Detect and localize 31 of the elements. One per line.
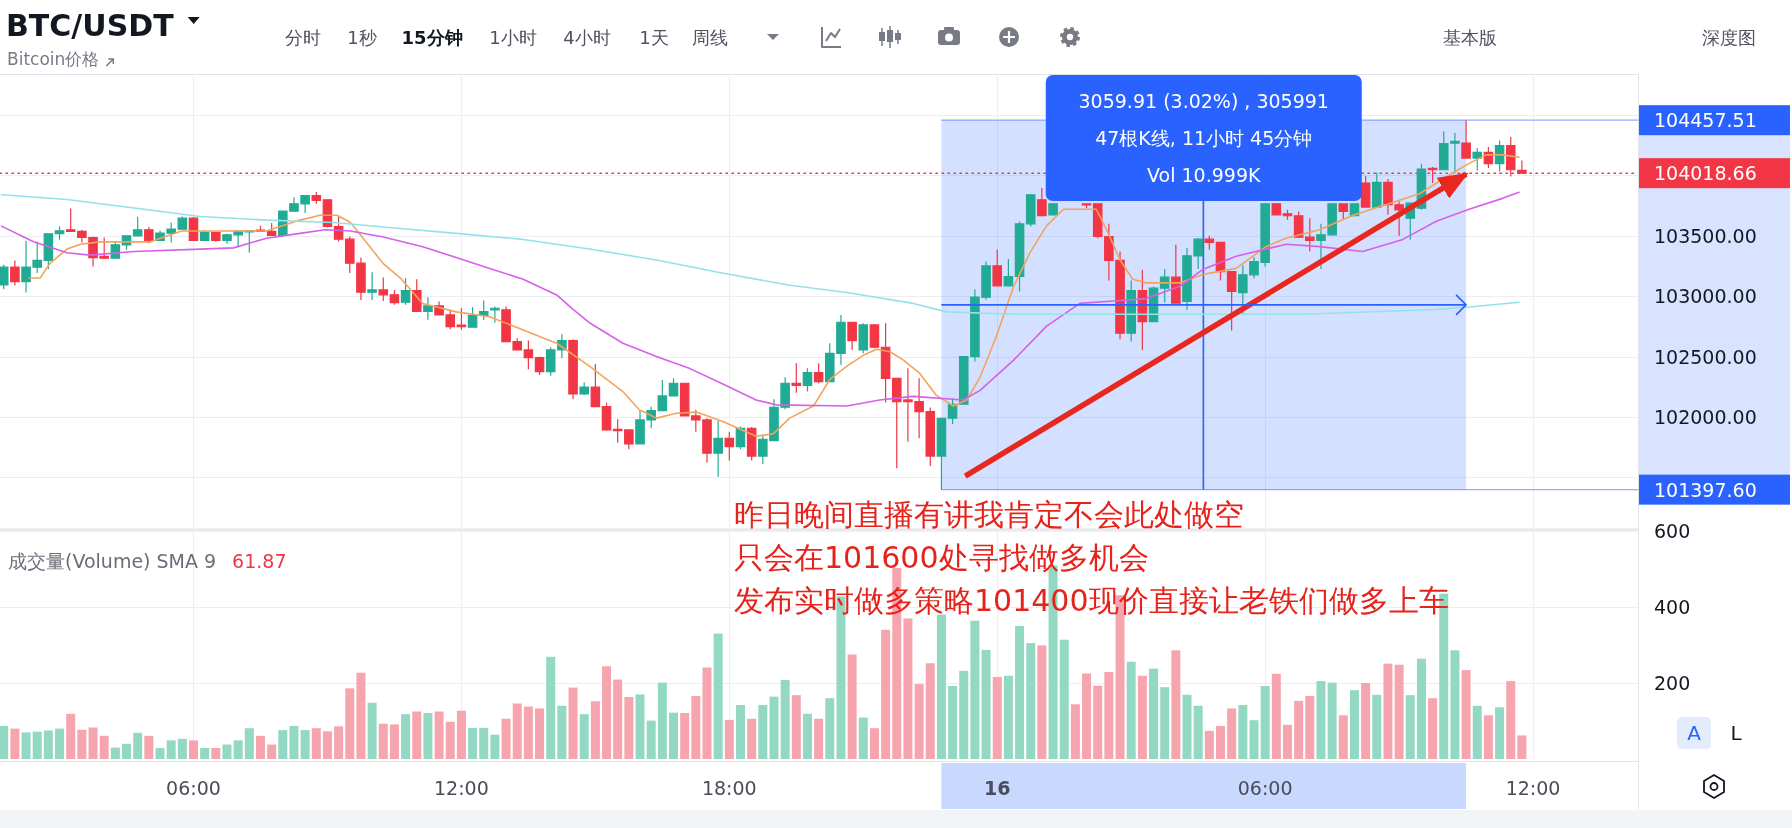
annotation: 61.87 [232,550,287,572]
ref-line-label: 104457.51 [1639,105,1790,136]
y-tick-label: 200 [1654,672,1691,694]
text: L [1730,721,1743,745]
chart-subtitle: Bitcoin价格 [7,49,100,69]
x-tick-label: 12:00 [1505,777,1561,799]
x-tick-label: 16 [984,777,1011,799]
annotation: 47根K线, 11小时 45分钟 [1095,127,1313,149]
annotation: Vol 10.999K [1147,164,1261,186]
commentary: 昨日晚间直播有讲我肯定不会此处做空 只会在101600处寻找做多机会 发布实时做多策略101400现价直接让老铁们做多上车 [734,497,1449,618]
x-tick-label: 06:00 [1237,777,1293,799]
ref-line-label: 101397.60 [1654,478,1757,501]
y-tick-label: 102500.00 [1654,345,1757,368]
x-tick-label: 06:00 [166,777,221,799]
y-tick-label: 102000.00 [1654,405,1757,428]
button-auto: A [1677,717,1711,749]
y-tick-label: 600 [1654,520,1691,542]
annotation: 3059.91 (3.02%) , 305991 [1078,90,1329,112]
ref-line-label: 104457.51 [1654,109,1757,132]
ref-line-label: 104018.66 [1654,162,1757,185]
text: 成交量(Volume) SMA 9 [8,550,217,572]
y-tick-label: 103500.00 [1654,224,1757,247]
y-tick-label: 103000.00 [1654,285,1757,308]
x-tick-label: 18:00 [701,777,757,799]
y-tick-label: 400 [1654,596,1691,618]
x-tick-label: 12:00 [434,777,489,799]
header: BTC/USDT Bitcoin价格 分时 1秒 15分钟 1小时 4小时 1天 周线 基本版 深度图 [6,8,1756,69]
ref-line-label: 104018.66 [1639,158,1790,189]
measure-tooltip: 3059.91 (3.02%) , 305991 47根K线, 11小时 45分钟 Vol 10.999K [1045,75,1362,201]
chart-title: BTC/USDT [6,8,175,43]
ref-line-label: 101397.60 [1639,474,1790,505]
